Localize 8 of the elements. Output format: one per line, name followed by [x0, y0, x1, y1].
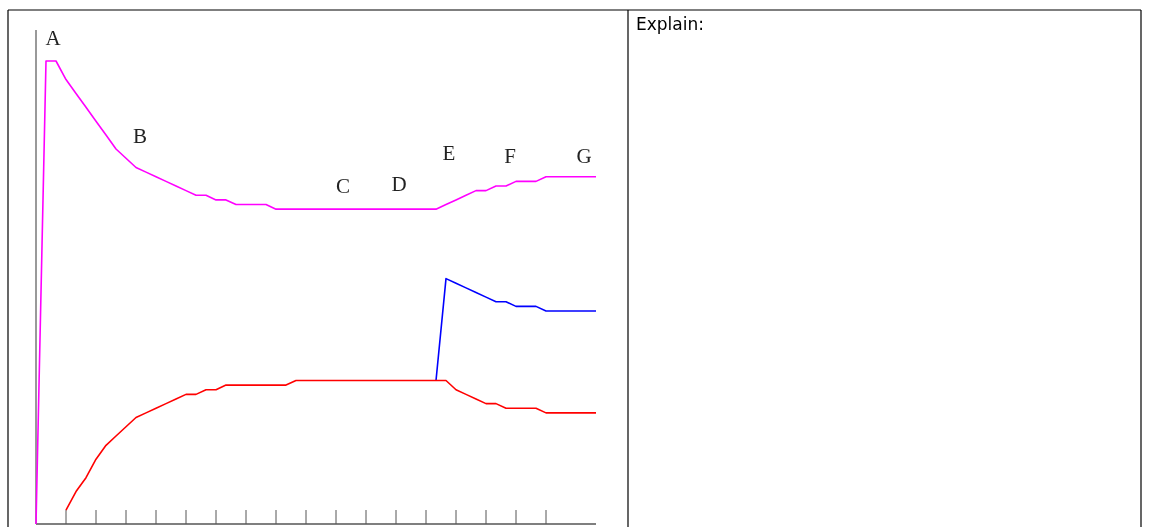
text: A: [45, 25, 62, 50]
text: Explain:: [636, 14, 704, 34]
annotation: D: [391, 171, 407, 196]
annotation: B: [132, 123, 148, 148]
annotation: F: [504, 143, 516, 168]
annotation: G: [576, 143, 592, 168]
annotation: C: [335, 173, 351, 198]
annotation: E: [442, 140, 456, 165]
